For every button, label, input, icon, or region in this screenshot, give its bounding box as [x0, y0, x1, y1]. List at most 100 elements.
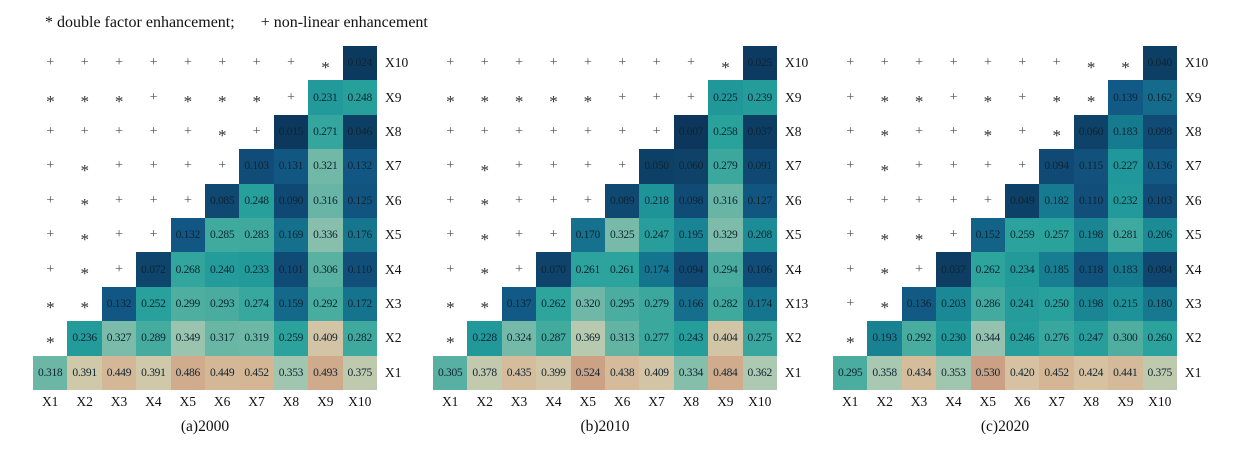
non-linear-marker: + [46, 192, 54, 208]
symbol-cell: * [536, 80, 570, 114]
symbol-cell: + [433, 115, 467, 149]
symbol-cell: + [571, 149, 605, 183]
heatmap-cell: 0.131 [273, 149, 309, 184]
double-factor-marker: * [880, 92, 889, 112]
non-linear-marker: + [252, 55, 261, 71]
heatmap-cell: 0.283 [239, 217, 274, 253]
symbol-cell: + [102, 252, 136, 286]
non-linear-marker: + [252, 123, 261, 139]
symbol-cell: + [833, 149, 867, 183]
heatmap-cell: 0.262 [536, 286, 571, 322]
heatmap-cell: 0.180 [1142, 286, 1177, 322]
symbol-cell: * [33, 287, 67, 321]
symbol-cell: + [605, 46, 639, 80]
double-factor-marker: * [218, 126, 227, 146]
non-linear-marker: + [652, 89, 661, 105]
double-factor-marker: * [321, 57, 330, 77]
row-label: X1 [1185, 364, 1202, 380]
heatmap-cell: 0.060 [1073, 114, 1109, 150]
heatmap-cell: 0.166 [673, 286, 709, 322]
double-factor-marker: * [846, 332, 855, 352]
heatmap-cell: 0.484 [708, 355, 743, 390]
non-linear-marker: + [618, 89, 626, 105]
row-label: X3 [385, 295, 402, 311]
symbol-cell: + [571, 115, 605, 149]
heatmap-cell: 0.286 [970, 286, 1005, 322]
heatmap-cell: 0.530 [970, 355, 1005, 390]
non-linear-marker: + [915, 123, 923, 139]
heatmap-cell: 0.313 [604, 321, 640, 356]
double-factor-marker: * [80, 195, 89, 215]
double-factor-marker: * [1121, 57, 1130, 77]
non-linear-marker: + [480, 55, 489, 71]
double-factor-marker: * [480, 195, 489, 215]
heatmap-cell: 0.336 [308, 217, 343, 253]
non-linear-marker: + [287, 89, 295, 105]
symbol-cell: + [536, 149, 570, 183]
symbol-cell: + [674, 80, 708, 114]
row-label: X4 [1185, 261, 1202, 277]
non-linear-marker: + [949, 192, 958, 208]
row-label: X9 [785, 89, 802, 105]
symbol-cell: + [433, 252, 467, 286]
col-label: X2 [76, 394, 93, 409]
double-factor-marker: * [983, 126, 993, 146]
col-label: X6 [613, 394, 631, 409]
non-linear-marker: + [949, 158, 958, 174]
col-label: X4 [945, 394, 962, 409]
non-linear-marker: + [846, 89, 854, 105]
heatmap-cell: 0.127 [742, 183, 777, 218]
heatmap-cell: 0.007 [673, 114, 709, 150]
symbol-cell: + [136, 80, 170, 114]
heatmap-cell: 0.248 [239, 183, 274, 218]
heatmap-grid-2010: + + + + + + + + * 0.025 * * * * * + + +0.225 0.239 + + + + + + +0… [433, 46, 777, 390]
row-labels-2020: X10 X9 X8 X7 X6 X5 X4 X3 X2 X1 [1185, 46, 1208, 390]
heatmap-cell: 0.260 [1142, 321, 1177, 356]
non-linear-marker: + [846, 55, 854, 71]
double-factor-marker: * [80, 92, 89, 112]
non-linear-marker: + [115, 192, 123, 208]
row-label: X8 [385, 123, 402, 139]
non-linear-marker: + [949, 123, 958, 139]
symbol-cell: + [33, 252, 67, 286]
symbol-cell: + [971, 184, 1005, 218]
heatmap-cell: 0.106 [742, 252, 777, 287]
heatmap-cell: 0.320 [570, 286, 605, 322]
heatmap-cell: 0.277 [639, 321, 674, 356]
row-label: X5 [1185, 227, 1202, 243]
heatmap-cell: 0.185 [1039, 252, 1074, 287]
non-linear-marker: + [1018, 123, 1026, 139]
row-label: X6 [785, 192, 802, 208]
double-factor-marker: * [252, 92, 261, 112]
row-label: X5 [385, 227, 402, 243]
heatmap-cell: 0.230 [936, 321, 971, 356]
row-label: X6 [1185, 192, 1202, 208]
double-factor-marker: * [583, 92, 593, 112]
symbol-cell: * [571, 80, 605, 114]
heatmap-cell: 0.182 [1039, 183, 1074, 218]
symbol-cell: + [136, 115, 170, 149]
symbol-cell: + [536, 115, 570, 149]
col-label: X7 [248, 394, 265, 409]
symbol-cell: + [833, 287, 867, 321]
heatmap-cell: 0.174 [742, 286, 777, 322]
heatmap-cell: 0.247 [1073, 321, 1109, 356]
heatmap-cell: 0.292 [901, 321, 937, 356]
symbol-cell: + [33, 115, 67, 149]
symbol-cell: + [171, 115, 205, 149]
row-label: X1 [785, 364, 802, 380]
symbol-cell: + [1005, 46, 1039, 80]
symbol-cell: + [102, 218, 136, 252]
heatmap-cell: 0.137 [501, 286, 537, 322]
non-linear-marker: + [1052, 55, 1061, 71]
col-label: X8 [1082, 394, 1100, 409]
double-factor-marker: * [80, 160, 89, 180]
symbol-cell: + [833, 184, 867, 218]
double-factor-marker: * [480, 92, 489, 112]
double-factor-marker: * [880, 229, 889, 249]
row-labels-2000: X10 X9 X8 X7 X6 X5 X4 X3 X2 X1 [385, 46, 408, 390]
non-linear-marker: + [149, 123, 158, 139]
heatmap-cell: 0.261 [604, 252, 640, 287]
symbol-cell: * [971, 80, 1005, 114]
heatmap-cell: 0.085 [204, 183, 240, 218]
